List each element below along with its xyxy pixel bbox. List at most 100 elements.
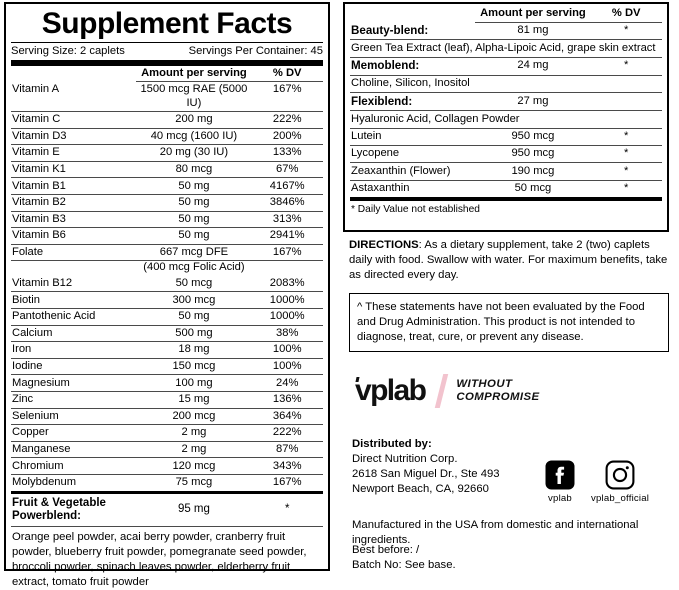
blends-table: Amount per serving % DV Beauty-blend: 81 … [350, 4, 662, 202]
divider [11, 42, 323, 43]
nutrient-amount: 50 mg [136, 308, 252, 326]
page-title: Supplement Facts [41, 7, 293, 40]
blend-dv: * [590, 180, 662, 202]
powerblend-table: Fruit & Vegetable Powerblend: 95 mg * [11, 493, 323, 528]
distributor-city: Newport Beach, CA, 92660 [352, 483, 489, 496]
nutrient-amount: 2 mg [136, 441, 252, 459]
powerblend-ingredients: Orange peel powder, acai berry powder, c… [12, 531, 307, 588]
directions-section: DIRECTIONS: As a dietary supplement, tak… [349, 238, 671, 283]
nutrient-amount: 200 mcg [136, 408, 252, 426]
blend-dv: * [590, 162, 662, 181]
nutrient-amount: 300 mcg [136, 291, 252, 310]
table-row: Iron 18 mg 100% [11, 341, 323, 359]
nutrient-amount: 80 mcg [136, 161, 252, 179]
nutrient-amount: 2 mg [136, 424, 252, 442]
nutrient-amount: 120 mcg [136, 457, 252, 475]
blend-name: Lycopene [350, 145, 476, 164]
col-header-amount: Amount per serving [136, 65, 252, 83]
table-row: Folate 667 mcg DFE 167% [11, 244, 323, 262]
table-row: Vitamin B2 50 mg 3846% [11, 194, 323, 212]
nutrient-name: Vitamin B1 [11, 177, 137, 196]
nutrient-amount: 15 mg [136, 391, 252, 409]
table-row: Vitamin E 20 mg (30 IU) 133% [11, 144, 323, 162]
blend-amount: 24 mg [475, 57, 591, 76]
powerblend-amount: 95 mg [136, 493, 252, 528]
nutrient-amount: 150 mcg [136, 358, 252, 376]
blend-name: Zeaxanthin (Flower) [350, 162, 476, 181]
blend-amount: 950 mcg [475, 128, 591, 146]
social-instagram[interactable]: vplab_official [591, 460, 649, 504]
nutrient-amount: 50 mg [136, 211, 252, 229]
nutrient-dv: 136% [251, 391, 323, 409]
nutrient-dv: 2083% [251, 275, 323, 293]
powerblend-dv: * [251, 493, 323, 528]
blend-name: Memoblend: [350, 57, 476, 76]
tagline-line-2: COMPROMISE [456, 391, 540, 403]
table-row: Astaxanthin 50 mcg * [350, 180, 662, 202]
table-header-row: Amount per serving % DV [350, 4, 662, 23]
facebook-handle: vplab [548, 493, 572, 504]
blend-amount: 81 mg [475, 22, 591, 41]
table-row: Vitamin B1 50 mg 4167% [11, 177, 323, 196]
nutrient-dv: 100% [251, 358, 323, 376]
nutrient-amount: 50 mg [136, 194, 252, 212]
blend-dv: * [590, 145, 662, 164]
nutrient-amount: (400 mcg Folic Acid) [143, 261, 245, 274]
nutrient-dv: 24% [251, 374, 323, 392]
blend-amount: 950 mcg [475, 145, 591, 164]
blend-dv: * [590, 22, 662, 41]
divider-thick [11, 60, 323, 66]
table-row: Magnesium 100 mg 24% [11, 374, 323, 392]
table-row: Vitamin K1 80 mcg 67% [11, 161, 323, 179]
powerblend-name: Fruit & Vegetable Powerblend: [11, 493, 137, 528]
nutrient-dv: 67% [251, 161, 323, 179]
brand-logo: vplab WITHOUT COMPROMISE [355, 374, 539, 408]
nutrient-amount: 1500 mcg RAE (5000 IU) [136, 81, 252, 113]
nutrient-dv: 167% [251, 244, 323, 262]
table-row: Copper 2 mg 222% [11, 424, 323, 442]
table-row: Vitamin B6 50 mg 2941% [11, 227, 323, 245]
nutrient-name: Iron [11, 341, 137, 359]
nutrient-amount: 200 mg [136, 111, 252, 129]
fda-disclaimer: ^ These statements have not been evaluat… [349, 293, 669, 353]
table-row: Vitamin B3 50 mg 313% [11, 211, 323, 229]
table-row: Memoblend: 24 mg * [350, 57, 662, 76]
social-facebook[interactable]: vplab [545, 460, 575, 504]
nutrient-amount: 50 mg [136, 177, 252, 196]
facebook-icon[interactable] [545, 460, 575, 490]
nutrient-dv: 167% [272, 476, 302, 489]
nutrient-dv: 364% [251, 408, 323, 426]
nutrient-dv: 313% [251, 211, 323, 229]
col-header-name [350, 4, 475, 22]
table-row: Calcium 500 mg 38% [11, 325, 323, 343]
distributor-block: Distributed by: Direct Nutrition Corp. 2… [352, 437, 572, 498]
nutrient-amount: 20 mg (30 IU) [136, 144, 252, 162]
supplement-facts-panel: Supplement Facts Serving Size: 2 caplets… [4, 2, 330, 588]
col-header-dv: % DV [251, 65, 323, 83]
batch-info: Best before: / Batch No: See base. [352, 543, 670, 573]
nutrient-name: Iodine [11, 358, 137, 376]
blend-name: Flexiblend: [350, 92, 476, 112]
batch-no: Batch No: See base. [352, 558, 456, 571]
table-row: Hyaluronic Acid, Collagen Powder [350, 110, 662, 129]
table-row: Zinc 15 mg 136% [11, 391, 323, 409]
blend-ingredients: Hyaluronic Acid, Collagen Powder [350, 110, 662, 129]
nutrient-name: Manganese [11, 441, 137, 459]
nutrient-name: Vitamin D3 [11, 128, 137, 146]
blend-name: Beauty-blend: [350, 22, 476, 41]
nutrient-dv [251, 261, 323, 276]
blend-ingredients: Choline, Silicon, Inositol [350, 75, 662, 94]
nutrient-name [11, 261, 136, 276]
nutrient-dv: 38% [251, 325, 323, 343]
directions-label: DIRECTIONS [349, 239, 419, 251]
instagram-icon[interactable] [605, 460, 635, 490]
nutrient-name: Zinc [11, 391, 137, 409]
nutrient-amount: 667 mcg DFE [136, 244, 252, 262]
blends-panel: Amount per serving % DV Beauty-blend: 81 … [343, 2, 669, 232]
table-row: Lycopene 950 mcg * [350, 145, 662, 164]
nutrient-name: Chromium [11, 457, 137, 475]
nutrient-amount: 100 mg [136, 374, 252, 392]
nutrient-name: Vitamin C [11, 111, 137, 129]
slash-divider-icon [435, 374, 449, 408]
nutrient-dv: 133% [251, 144, 323, 162]
